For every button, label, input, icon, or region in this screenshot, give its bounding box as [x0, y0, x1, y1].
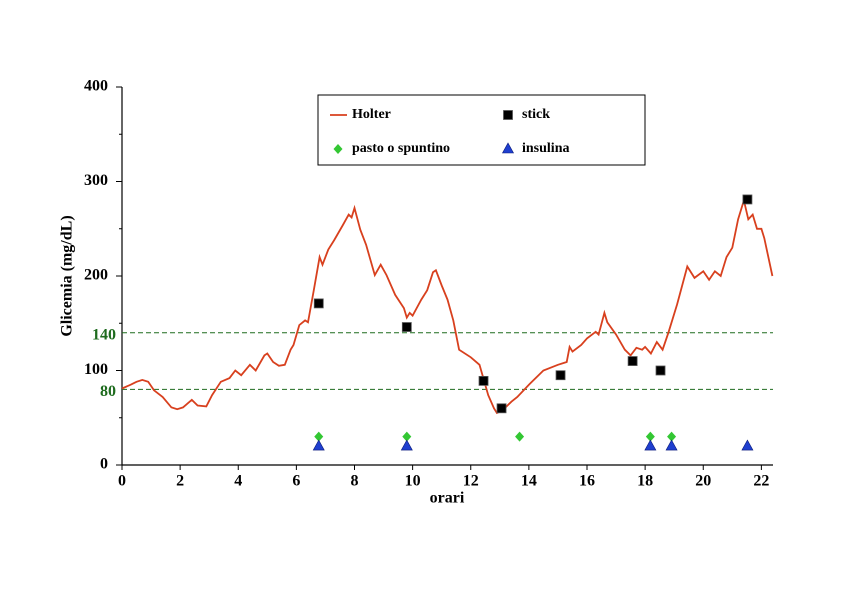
legend-box [317, 94, 646, 166]
x-tick-label: 22 [753, 473, 769, 490]
x-tick-label: 18 [637, 473, 653, 490]
legend-label: pasto o spuntino [352, 141, 450, 156]
legend-label: stick [522, 107, 550, 122]
point [401, 322, 412, 332]
y-axis-label: Glicemia (mg/dL) [59, 215, 76, 336]
x-tick-label: 8 [351, 473, 359, 490]
point [402, 431, 412, 442]
x-tick-label: 0 [118, 473, 126, 490]
legend-swatch [503, 110, 513, 120]
y-tick-label: 300 [84, 172, 108, 189]
y-tick-label: 200 [84, 267, 108, 284]
x-tick-label: 20 [695, 473, 711, 490]
point [655, 365, 666, 376]
x-axis-label: orari [430, 490, 465, 507]
x-tick-label: 10 [405, 473, 421, 490]
legend-swatch [333, 144, 343, 154]
legend-label: Holter [352, 107, 391, 122]
y-tick-label: 400 [84, 78, 108, 95]
point [667, 431, 677, 442]
point [644, 439, 657, 451]
point [645, 431, 655, 442]
point [400, 439, 413, 451]
x-tick-label: 16 [579, 473, 595, 490]
point [313, 298, 324, 309]
x-tick-label: 6 [292, 473, 300, 490]
legend-swatch [501, 142, 515, 154]
y-tick-label: 0 [100, 456, 108, 473]
point [478, 375, 489, 386]
point [627, 356, 638, 366]
point [741, 439, 754, 451]
reference-label: 140 [92, 326, 116, 343]
point [515, 431, 525, 442]
point [314, 431, 324, 442]
point [312, 439, 325, 451]
holter-line [121, 196, 774, 415]
reference-label: 80 [100, 383, 116, 400]
x-tick-label: 12 [463, 473, 479, 490]
legend-label: insulina [522, 141, 569, 156]
x-tick-label: 14 [521, 473, 537, 490]
x-tick-label: 2 [176, 473, 184, 490]
point [555, 370, 566, 381]
point [496, 403, 507, 414]
point [665, 439, 678, 451]
y-tick-label: 100 [84, 361, 108, 378]
x-tick-label: 4 [234, 473, 242, 490]
point [742, 194, 753, 205]
